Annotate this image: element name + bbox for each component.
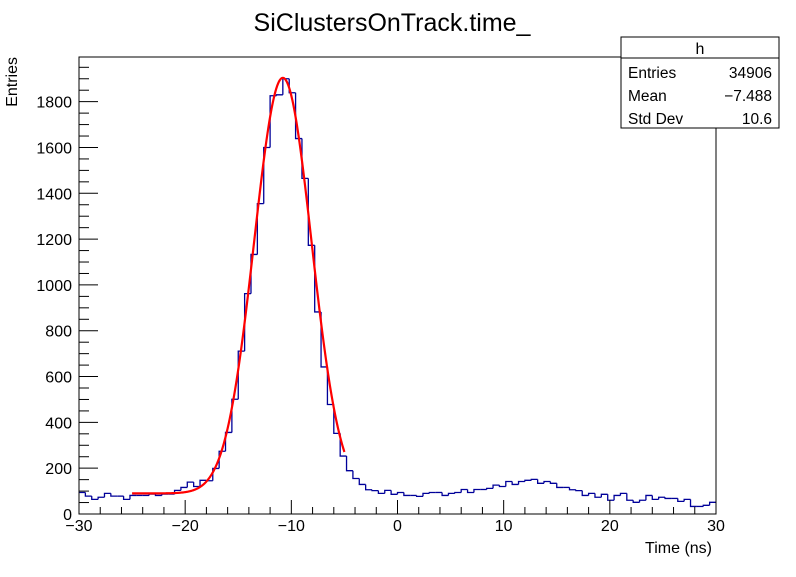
hist-bin [417,495,423,496]
hist-bin [569,487,575,489]
hist-bin [366,484,372,489]
stats-mean-value: −7.488 [724,88,772,105]
x-tick-label: 30 [707,518,725,535]
stats-mean-label: Mean [628,88,667,105]
hist-bin [684,499,690,501]
x-axis-label: Time (ns) [645,540,712,557]
hist-bin [538,479,544,483]
y-tick-label: 800 [45,324,72,341]
hist-bin [104,493,110,497]
hist-bin [608,494,614,500]
hist-bin [359,478,365,484]
stats-stddev-value: 10.6 [742,111,772,128]
hist-bin [130,495,136,499]
hist-bin [659,497,665,499]
hist-bin [652,495,658,499]
x-tick-label: 0 [393,518,402,535]
hist-bin [391,490,397,494]
stats-stddev-label: Std Dev [628,111,683,128]
hist-bin [85,492,91,496]
hist-bin [550,481,556,483]
hist-bin [487,488,493,489]
stats-entries-label: Entries [628,65,676,82]
hist-bin [595,493,601,497]
x-tick-label: 20 [601,518,619,535]
hist-bin [512,481,518,484]
hist-bin [347,456,353,471]
hist-bin [633,500,639,502]
hist-bin [499,485,505,486]
hist-bin [710,502,716,505]
y-tick-label: 1000 [36,278,72,295]
hist-bin [544,481,550,483]
hist-bin [461,489,467,492]
y-tick-label: 200 [45,461,72,478]
hist-bin [111,493,117,496]
hist-bin [474,489,480,492]
hist-bin [98,497,104,499]
hist-bin [576,490,582,491]
hist-bin [557,483,563,487]
x-tick-label: −10 [278,518,305,535]
histogram-bins [79,79,716,507]
hist-bin [627,493,633,500]
hist-bin [423,493,429,496]
hist-bin [372,490,378,491]
y-tick-label: 1400 [36,186,72,203]
hist-bin [194,482,200,486]
hist-bin [429,492,435,493]
hist-bin [398,492,404,494]
y-tick-label: 1800 [36,95,72,112]
hist-bin [181,487,187,490]
hist-bin [124,496,130,499]
stats-box: h Entries 34906 Mean −7.488 Std Dev 10.6 [621,37,779,128]
y-tick-label: 0 [63,507,72,524]
hist-bin [640,500,646,502]
hist-bin [519,481,525,484]
hist-bin [665,497,671,498]
y-tick-label: 1600 [36,140,72,157]
stats-title: h [696,41,705,58]
hist-bin [620,493,626,495]
y-tick-label: 600 [45,370,72,387]
hist-bin [646,495,652,500]
stats-entries-value: 34906 [729,65,772,82]
hist-bin [582,491,588,496]
hist-bin [589,493,595,495]
hist-bin [448,493,454,495]
y-tick-label: 400 [45,415,72,432]
y-axis: 0 200 400 600 800 1000 1200 1400 1600 1800 [36,67,98,524]
x-tick-label: −20 [172,518,199,535]
plot-frame [79,57,716,514]
hist-bin [614,495,620,500]
y-tick-label: 1200 [36,232,72,249]
hist-bin [404,492,410,495]
hist-bin [493,485,499,488]
hist-bin [187,482,193,487]
hist-bin [442,492,448,495]
hist-bin [385,490,391,493]
hist-bin [703,505,709,506]
hist-bin [92,496,98,499]
hist-bin [455,492,461,493]
hist-bin [353,471,359,479]
hist-bin [678,498,684,501]
hist-bin [468,489,474,492]
chart-title: SiClustersOnTrack.time_ [254,9,532,37]
hist-bin [378,491,384,494]
y-axis-label: Entries [4,57,21,107]
fit-line [132,78,344,494]
fit-curve [132,78,344,494]
hist-bin [276,95,282,96]
hist-bin [506,481,512,486]
hist-bin [691,499,697,506]
hist-bin [525,480,531,481]
hist-bin [601,494,607,497]
hist-bin [531,479,537,480]
x-tick-label: 10 [495,518,513,535]
